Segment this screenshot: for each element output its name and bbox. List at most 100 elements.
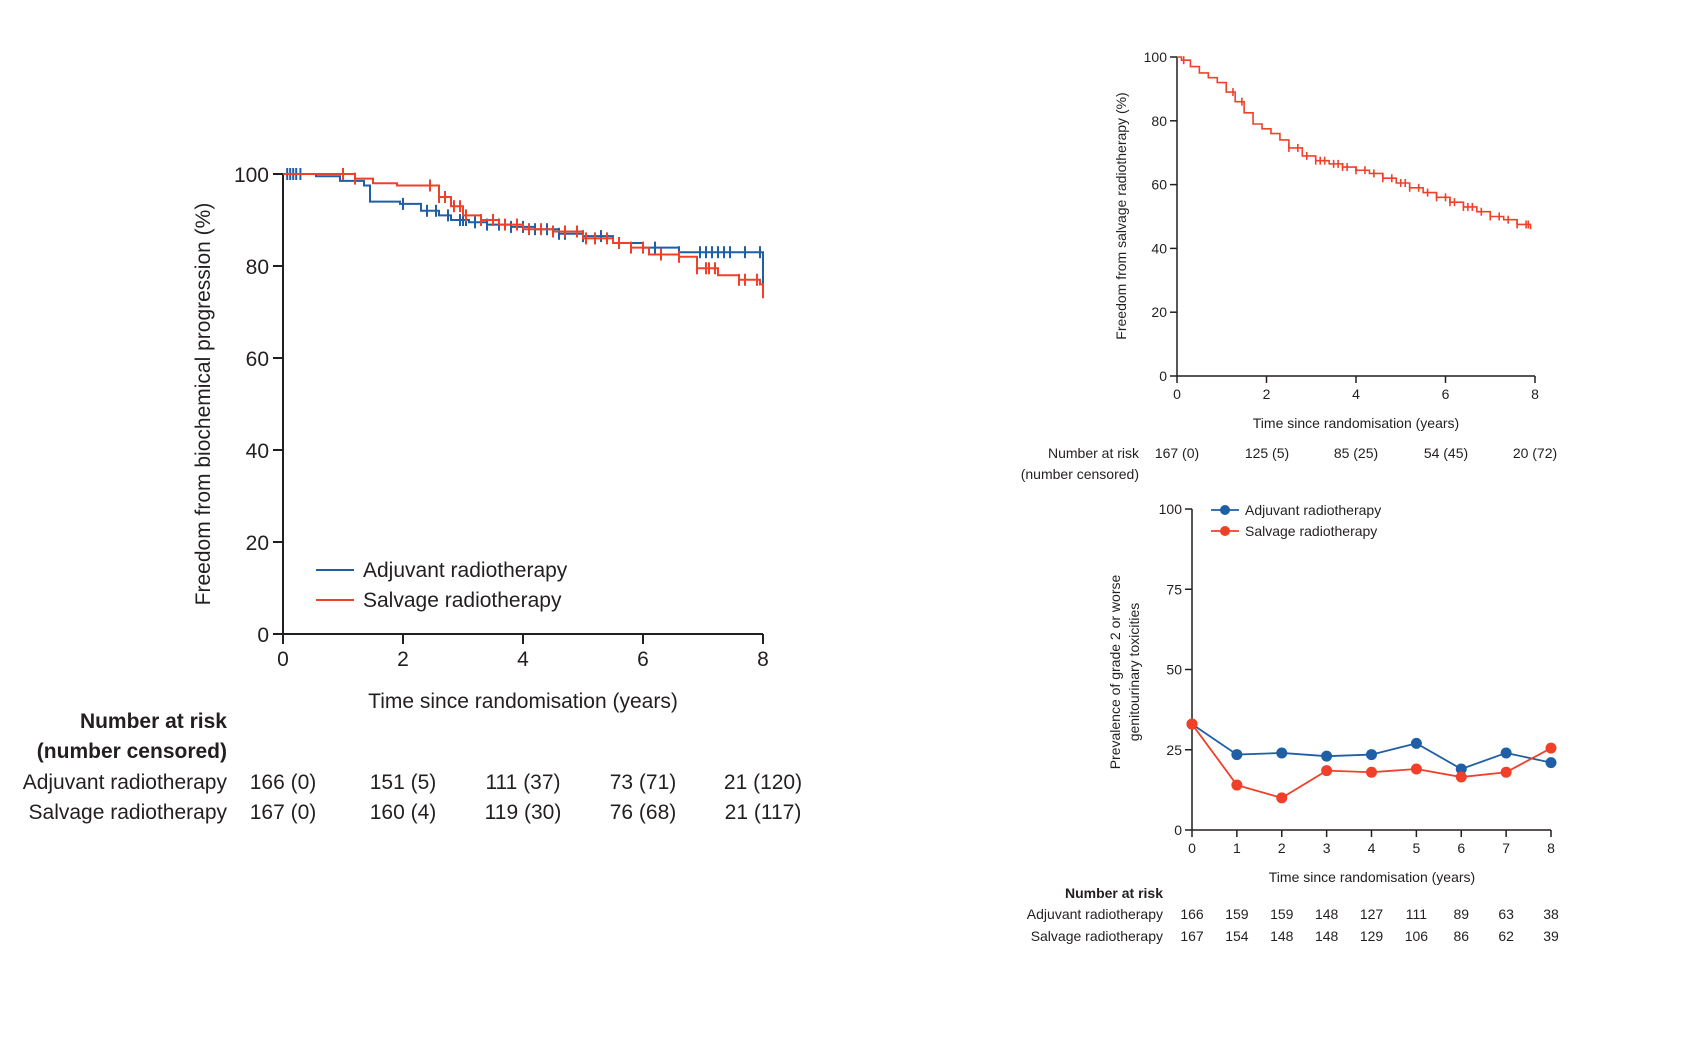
chart1-y-axis-label: Freedom from biochemical progression (%) bbox=[192, 203, 215, 606]
chart3-risk-value: 154 bbox=[1225, 928, 1249, 944]
chart3-y-axis-label-line1: Prevalence of grade 2 or worse bbox=[1107, 575, 1123, 770]
chart3-y-tick-label: 100 bbox=[1159, 501, 1183, 517]
chart3-salvage-point bbox=[1410, 763, 1422, 775]
chart3-risk-header: Number at risk bbox=[1065, 885, 1163, 901]
chart3-salvage-point bbox=[1186, 718, 1198, 730]
chart1-risk-value: 166 (0) bbox=[250, 771, 317, 794]
chart2-x-axis-label: Time since randomisation (years) bbox=[1253, 415, 1459, 431]
chart2-x-tick-label: 4 bbox=[1352, 386, 1360, 402]
chart3-adjuvant-line bbox=[1191, 723, 1552, 770]
chart1-adjuvant-curve bbox=[283, 173, 764, 285]
chart1-risk-value: 111 (37) bbox=[485, 771, 560, 794]
chart3-risk-value: 167 bbox=[1180, 928, 1204, 944]
chart3-risk-value: 148 bbox=[1315, 906, 1339, 922]
chart3-risk-value: 127 bbox=[1360, 906, 1384, 922]
chart2-y-axis-label: Freedom from salvage radiotherapy (%) bbox=[1113, 92, 1129, 339]
chart3-y-tick-label: 75 bbox=[1166, 581, 1182, 597]
chart3-adjuvant-point bbox=[1545, 757, 1557, 769]
chart3-salvage-point bbox=[1545, 742, 1557, 754]
chart1-salvage-curve bbox=[283, 173, 764, 299]
chart1-y-tick-label: 80 bbox=[246, 256, 269, 279]
chart3-risk-value: 129 bbox=[1360, 928, 1384, 944]
chart3-salvage-point bbox=[1366, 766, 1377, 778]
chart1-y-tick-label: 20 bbox=[246, 532, 269, 555]
chart3-x-axis-label: Time since randomisation (years) bbox=[1269, 869, 1475, 885]
chart3-salvage-point bbox=[1231, 779, 1243, 791]
chart1-risk-value: 160 (4) bbox=[370, 801, 437, 824]
chart3-x-tick-label: 4 bbox=[1368, 840, 1376, 856]
chart3-x-tick-label: 8 bbox=[1547, 840, 1555, 856]
chart3-risk-value: 106 bbox=[1405, 928, 1429, 944]
chart3-salvage-point bbox=[1500, 766, 1512, 778]
chart3-x-tick-label: 2 bbox=[1278, 840, 1286, 856]
chart3-adjuvant-point bbox=[1500, 747, 1512, 759]
chart2-y-tick-label: 100 bbox=[1144, 49, 1168, 65]
chart3-risk-value: 148 bbox=[1270, 928, 1294, 944]
chart3-salvage-point bbox=[1276, 792, 1288, 804]
chart1-legend-label: Salvage radiotherapy bbox=[363, 589, 562, 612]
chart2-risk-value: 125 (5) bbox=[1245, 445, 1289, 461]
chart3-x-tick-label: 0 bbox=[1188, 840, 1196, 856]
chart3-legend-label: Adjuvant radiotherapy bbox=[1245, 502, 1381, 518]
chart3-risk-value: 166 bbox=[1180, 906, 1204, 922]
chart1-risk-value: 21 (120) bbox=[724, 771, 802, 794]
chart2-risk-header-sub: (number censored) bbox=[1021, 466, 1139, 482]
chart1-y-tick-label: 60 bbox=[246, 348, 269, 371]
chart2-y-tick-label: 20 bbox=[1151, 304, 1167, 320]
chart3-salvage-line bbox=[1191, 723, 1552, 799]
chart3-risk-value: 148 bbox=[1315, 928, 1339, 944]
chart2-risk-value: 167 (0) bbox=[1155, 445, 1199, 461]
chart1-y-tick-label: 0 bbox=[257, 624, 269, 647]
chart3-adjuvant-point bbox=[1455, 763, 1467, 775]
chart1-risk-value: 21 (117) bbox=[725, 801, 802, 824]
chart3-risk-value: 63 bbox=[1498, 906, 1514, 922]
chart1-x-tick-label: 0 bbox=[277, 648, 289, 671]
chart3-x-tick-label: 1 bbox=[1233, 840, 1241, 856]
chart1-legend-label: Adjuvant radiotherapy bbox=[363, 559, 568, 582]
chart2-x-tick-label: 2 bbox=[1263, 386, 1271, 402]
chart3-y-tick-label: 50 bbox=[1166, 662, 1182, 678]
chart3-x-tick-label: 5 bbox=[1412, 840, 1420, 856]
chart1-group: 0 20 40 60 80 100 0 2 4 6 8 Time since randomisatio… bbox=[23, 164, 802, 824]
chart2-risk-header: Number at risk bbox=[1048, 445, 1140, 461]
chart3-risk-value: 159 bbox=[1270, 906, 1294, 922]
chart1-x-tick-label: 6 bbox=[637, 648, 649, 671]
chart1-risk-header-sub: (number censored) bbox=[37, 740, 227, 763]
chart3-y-tick-label: 0 bbox=[1174, 822, 1182, 838]
chart2-group: 0 20 40 60 80 100 0 2 4 6 8 Time since randomisatio… bbox=[1021, 49, 1557, 482]
chart2-y-tick-label: 80 bbox=[1151, 113, 1167, 129]
chart3-risk-value: 159 bbox=[1225, 906, 1249, 922]
chart3-risk-value: 89 bbox=[1453, 906, 1469, 922]
chart1-risk-value: 151 (5) bbox=[370, 771, 437, 794]
chart3-risk-value: 39 bbox=[1543, 928, 1559, 944]
chart3-risk-value: 38 bbox=[1543, 906, 1559, 922]
chart1-risk-row-label: Adjuvant radiotherapy bbox=[23, 771, 228, 794]
chart3-risk-row-label: Salvage radiotherapy bbox=[1031, 928, 1163, 944]
chart2-x-tick-label: 8 bbox=[1531, 386, 1539, 402]
chart3-risk-value: 62 bbox=[1498, 928, 1514, 944]
chart3-y-tick-label: 25 bbox=[1166, 742, 1182, 758]
chart3-x-tick-label: 3 bbox=[1323, 840, 1331, 856]
chart1-y-tick-label: 100 bbox=[234, 164, 269, 187]
chart2-risk-value: 20 (72) bbox=[1513, 445, 1557, 461]
chart1-risk-value: 73 (71) bbox=[610, 771, 677, 794]
chart3-risk-row-label: Adjuvant radiotherapy bbox=[1027, 906, 1163, 922]
chart3-risk-value: 111 bbox=[1406, 906, 1427, 922]
chart3-legend-marker bbox=[1220, 505, 1230, 515]
chart2-x-tick-label: 0 bbox=[1173, 386, 1181, 402]
chart3-adjuvant-point bbox=[1231, 749, 1243, 761]
chart1-risk-value: 119 (30) bbox=[485, 801, 562, 824]
chart1-risk-header: Number at risk bbox=[80, 710, 227, 733]
chart1-x-tick-label: 8 bbox=[757, 648, 769, 671]
chart2-y-tick-label: 60 bbox=[1151, 177, 1167, 193]
chart2-risk-value: 85 (25) bbox=[1334, 445, 1378, 461]
chart3-salvage-point bbox=[1321, 765, 1333, 777]
chart1-risk-value: 167 (0) bbox=[250, 801, 317, 824]
chart3-x-tick-label: 6 bbox=[1457, 840, 1465, 856]
chart3-adjuvant-point bbox=[1410, 737, 1422, 749]
chart2-x-tick-label: 6 bbox=[1442, 386, 1450, 402]
chart1-risk-value: 76 (68) bbox=[610, 801, 677, 824]
chart3-x-tick-label: 7 bbox=[1502, 840, 1510, 856]
chart2-y-tick-label: 40 bbox=[1151, 240, 1167, 256]
